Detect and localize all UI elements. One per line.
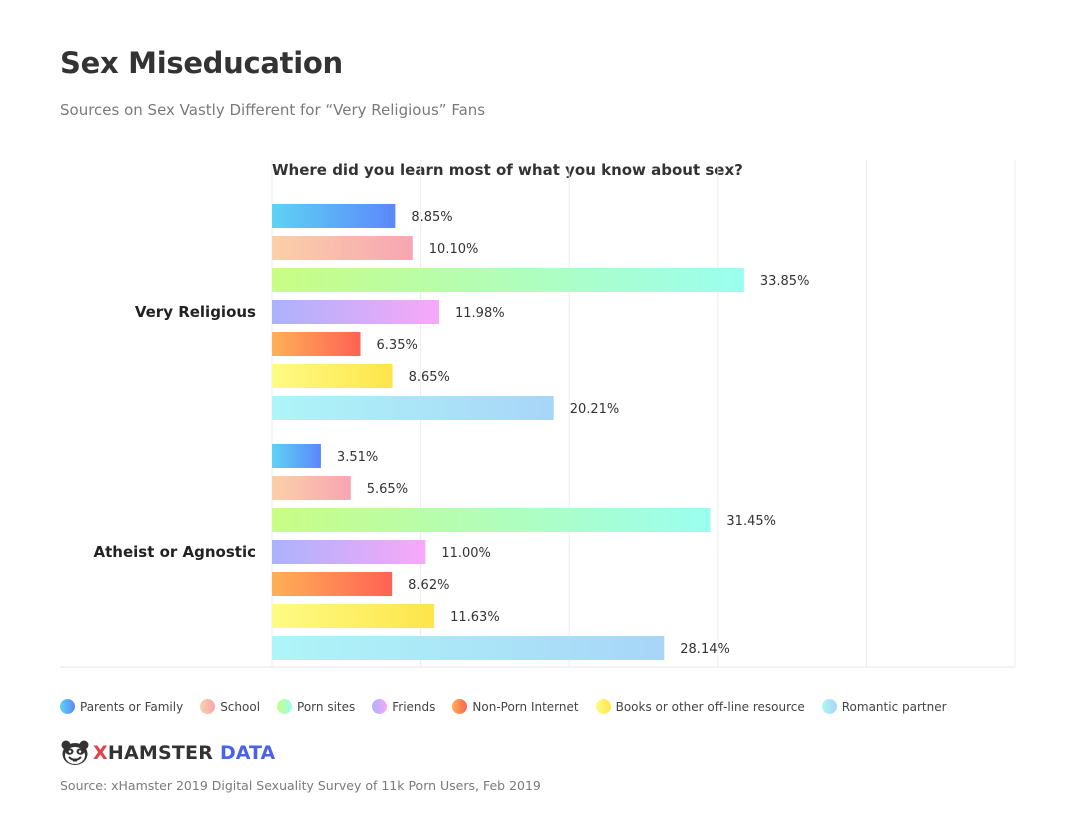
- bar-books-or-other-off-line-resource: [272, 364, 393, 388]
- bar-friends: [272, 540, 426, 564]
- legend-dot-icon: [200, 699, 216, 714]
- data-label: 11.63%: [450, 610, 500, 625]
- data-label: 6.35%: [377, 338, 418, 353]
- bar-school: [272, 236, 413, 260]
- legend-dot-icon: [277, 699, 293, 714]
- legend-item: Porn sites: [277, 699, 355, 714]
- legend-item: Friends: [372, 699, 435, 714]
- data-label: 5.65%: [367, 482, 408, 497]
- category-label: Very Religious: [135, 303, 256, 321]
- data-label: 11.00%: [441, 546, 491, 561]
- bar-chart: 8.85% 10.10% 33.85% 11.98% 6.35% 8.65% 20.21% 3…: [60, 160, 1016, 668]
- data-label: 3.51%: [337, 450, 378, 465]
- data-label: 8.85%: [411, 210, 452, 225]
- bars: 8.85% 10.10% 33.85% 11.98% 6.35% 8.65% 20.21% 3…: [272, 204, 809, 660]
- data-label: 20.21%: [570, 402, 620, 417]
- bar-parents-or-family: [272, 444, 321, 468]
- bar-books-or-other-off-line-resource: [272, 604, 435, 628]
- data-label: 33.85%: [760, 274, 810, 289]
- legend-item: Romantic partner: [821, 699, 947, 714]
- data-label: 11.98%: [455, 306, 505, 321]
- bar-porn-sites: [272, 508, 711, 532]
- legend-item: School: [200, 699, 260, 714]
- category-label: Atheist or Agnostic: [94, 543, 256, 561]
- bar-porn-sites: [272, 268, 744, 292]
- category-labels: Very Religious Atheist or Agnostic: [94, 303, 257, 561]
- legend: Parents or Family School Porn sites Friends…: [60, 699, 947, 714]
- bar-non-porn-internet: [272, 332, 361, 356]
- data-label: 28.14%: [680, 642, 730, 657]
- page-subtitle: Sources on Sex Vastly Different for “Ver…: [60, 101, 486, 119]
- logo-xhamster: XHAMSTER: [93, 742, 214, 764]
- chart-title: Where did you learn most of what you kno…: [272, 161, 743, 179]
- legend-item: Non-Porn Internet: [452, 699, 579, 714]
- legend-dot-icon: [595, 699, 611, 714]
- data-label: 8.65%: [409, 370, 450, 385]
- data-label: 10.10%: [429, 242, 479, 257]
- legend-label: Parents or Family: [80, 699, 184, 714]
- bar-friends: [272, 300, 440, 324]
- data-label: 31.45%: [726, 514, 776, 529]
- legend-label: Books or other off-line resource: [615, 699, 805, 714]
- bar-romantic-partner: [272, 636, 665, 660]
- xhamster-data-logo: XHAMSTER DATA: [60, 740, 275, 766]
- legend-item: Parents or Family: [60, 699, 183, 714]
- legend-label: Non-Porn Internet: [472, 699, 579, 714]
- legend-dot-icon: [372, 699, 388, 714]
- legend-label: Friends: [392, 699, 436, 714]
- legend-label: Romantic partner: [841, 699, 947, 714]
- page-title: Sex Miseducation: [60, 46, 343, 80]
- legend-dot-icon: [60, 699, 75, 714]
- legend-dot-icon: [452, 699, 468, 714]
- bar-school: [272, 476, 351, 500]
- legend-label: Porn sites: [297, 699, 356, 714]
- logo-data: DATA: [220, 742, 276, 764]
- legend-item: Books or other off-line resource: [595, 699, 805, 714]
- data-label: 8.62%: [408, 578, 449, 593]
- legend-label: School: [220, 699, 261, 714]
- bar-romantic-partner: [272, 396, 554, 420]
- gridlines: [60, 160, 1016, 668]
- legend-dot-icon: [821, 699, 837, 714]
- hamster-logo-icon: [61, 740, 89, 765]
- source-note: Source: xHamster 2019 Digital Sexuality …: [60, 778, 541, 793]
- bar-parents-or-family: [272, 204, 396, 228]
- bar-non-porn-internet: [272, 572, 393, 596]
